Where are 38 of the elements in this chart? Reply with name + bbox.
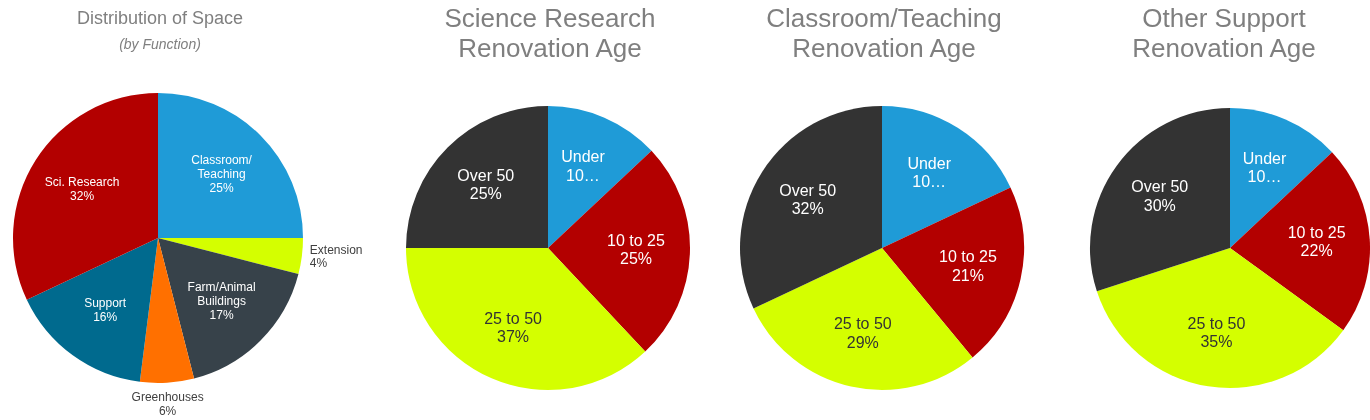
slice-label: Greenhouses: [131, 389, 204, 404]
slice-label: 10 to 25: [607, 231, 666, 249]
data-label: 25%: [619, 250, 653, 268]
chart-title: Other Support Renovation Age: [1131, 3, 1317, 64]
slice-label: Farm/Animal Buildings: [187, 280, 256, 308]
data-label: 32%: [791, 200, 824, 218]
slice-label: 25 to 50: [833, 315, 892, 333]
slice-label: Extension: [309, 242, 363, 257]
slice-label: Over 50: [779, 182, 837, 200]
slice-label: 25 to 50: [484, 310, 543, 328]
slice-label: Support: [84, 296, 127, 311]
chart-title: Classroom/Teaching Renovation Age: [765, 3, 1003, 64]
data-label: 29%: [846, 333, 879, 351]
data-label: 4%: [309, 256, 328, 271]
slice-label: 10 to 25: [939, 248, 997, 266]
chart-subtitle: (by Function): [118, 36, 202, 52]
chart-title: Distribution of Space: [75, 8, 245, 29]
data-label: 37%: [497, 328, 530, 346]
slice-label: Under 10…: [1242, 149, 1287, 185]
slice-label: 25 to 50: [1187, 314, 1246, 332]
data-label: 22%: [1300, 242, 1333, 260]
slice-label: 10 to 25: [1287, 223, 1346, 241]
data-label: 30%: [1143, 196, 1176, 214]
slice-label: Over 50: [457, 166, 515, 184]
data-label: 17%: [209, 307, 234, 322]
data-label: 35%: [1200, 333, 1233, 351]
slice-label: Classroom/Teaching: [191, 152, 253, 181]
data-label: 16%: [93, 309, 118, 324]
chart-title: Science Research Renovation Age: [443, 3, 657, 64]
data-label: 32%: [70, 189, 95, 204]
data-label: 21%: [951, 266, 984, 284]
slice-label: Under 10…: [907, 154, 952, 191]
data-label: 6%: [158, 403, 177, 418]
slice-label: Over 50: [1131, 178, 1189, 196]
slice-label: Sci. Research: [44, 175, 120, 190]
data-label: 25%: [469, 185, 502, 203]
slice-label: Under 10…: [561, 148, 606, 184]
data-label: 25%: [209, 180, 234, 195]
